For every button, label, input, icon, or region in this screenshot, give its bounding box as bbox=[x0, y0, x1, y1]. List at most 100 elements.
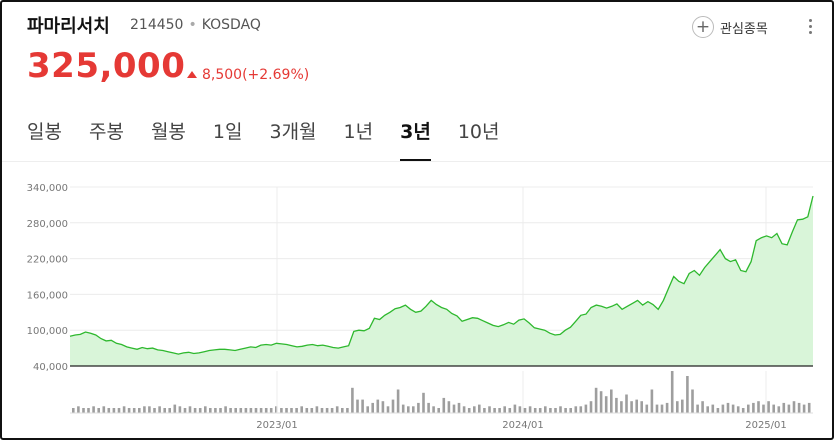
volume-bar bbox=[351, 387, 354, 413]
tab-1d[interactable]: 1일 bbox=[212, 121, 243, 143]
volume-bar bbox=[117, 408, 121, 413]
tab-1y[interactable]: 1년 bbox=[343, 121, 374, 143]
volume-bar bbox=[599, 391, 603, 413]
volume-bar bbox=[747, 404, 750, 413]
volume-bar bbox=[422, 392, 425, 413]
volume-bar bbox=[275, 406, 278, 413]
y-tick-label: 100,000 bbox=[27, 326, 68, 337]
volume-bar bbox=[305, 408, 309, 413]
volume-bar bbox=[168, 408, 171, 413]
volume-bar bbox=[604, 396, 608, 413]
volume-bar bbox=[214, 408, 217, 413]
volume-bar bbox=[721, 404, 725, 413]
volume-bar bbox=[503, 406, 506, 413]
volume-bar bbox=[412, 406, 415, 413]
volume-bar bbox=[300, 406, 303, 413]
volume-bar bbox=[254, 408, 258, 413]
more-options-icon[interactable] bbox=[805, 16, 815, 38]
volume-bar bbox=[645, 404, 649, 413]
volume-bar bbox=[77, 406, 80, 413]
volume-bar bbox=[229, 408, 232, 413]
volume-bar bbox=[483, 408, 486, 413]
tab-daily[interactable]: 일봉 bbox=[27, 121, 62, 143]
volume-bar bbox=[569, 408, 572, 413]
volume-bar bbox=[493, 408, 496, 413]
volume-bar bbox=[467, 408, 471, 413]
volume-bar bbox=[183, 408, 187, 413]
stock-code: 214450 bbox=[130, 17, 184, 33]
x-tick-label: 2025/01 bbox=[745, 420, 787, 431]
volume-bar bbox=[335, 406, 339, 413]
volume-bar bbox=[269, 408, 273, 413]
volume-bar bbox=[615, 397, 618, 413]
volume-bar bbox=[716, 408, 720, 413]
volume-bar bbox=[437, 408, 440, 413]
volume-bar bbox=[264, 408, 268, 413]
price-line bbox=[69, 195, 814, 355]
volume-bar bbox=[594, 387, 598, 413]
volume-bar bbox=[320, 408, 324, 413]
volume-bar bbox=[366, 406, 369, 413]
tab-3y[interactable]: 3년 bbox=[400, 117, 431, 161]
watchlist-label: 관심종목 bbox=[720, 21, 768, 37]
volume-bar bbox=[285, 408, 288, 413]
volume-bar bbox=[224, 406, 227, 413]
add-watchlist-button[interactable]: + 관심종목 bbox=[692, 14, 768, 40]
tab-10y[interactable]: 10년 bbox=[457, 121, 500, 143]
volume-bar bbox=[752, 402, 755, 413]
volume-bar bbox=[442, 397, 446, 413]
volume-bar bbox=[462, 406, 466, 413]
volume-bar bbox=[797, 402, 801, 413]
tab-3m[interactable]: 3개월 bbox=[269, 121, 317, 143]
volume-bar bbox=[711, 404, 715, 413]
volume-bar bbox=[153, 408, 156, 413]
volume-bar bbox=[417, 402, 420, 413]
volume-bar bbox=[523, 408, 527, 413]
volume-bar bbox=[330, 408, 334, 413]
volume-bar bbox=[371, 402, 374, 413]
volume-bar bbox=[193, 408, 197, 413]
volume-bar bbox=[401, 404, 405, 413]
volume-bar bbox=[148, 406, 151, 413]
volume-bar bbox=[127, 408, 131, 413]
tab-weekly[interactable]: 주봉 bbox=[88, 121, 124, 143]
volume-bar bbox=[635, 399, 638, 413]
volume-bar bbox=[676, 401, 679, 413]
volume-bar bbox=[239, 408, 243, 413]
y-tick-label: 40,000 bbox=[33, 362, 68, 373]
volume-bar bbox=[686, 376, 689, 413]
tab-monthly[interactable]: 월봉 bbox=[150, 121, 186, 143]
volume-bar bbox=[112, 408, 116, 413]
volume-bar bbox=[396, 389, 400, 413]
volume-bar bbox=[234, 408, 237, 413]
volume-bar bbox=[488, 406, 491, 413]
volume-bar bbox=[660, 404, 664, 413]
volume-bar bbox=[87, 408, 90, 413]
volume-bar bbox=[259, 408, 263, 413]
stock-name: 파마리서치 bbox=[27, 16, 110, 37]
volume-bar bbox=[731, 404, 735, 413]
stock-meta: 214450 • KOSDAQ bbox=[130, 17, 261, 33]
plus-icon: + bbox=[692, 16, 714, 38]
volume-bar bbox=[777, 406, 781, 413]
volume-bar bbox=[589, 401, 593, 413]
volume-bar bbox=[554, 408, 557, 413]
volume-bar bbox=[620, 401, 623, 413]
volume-bar bbox=[386, 406, 390, 413]
volume-bar bbox=[549, 408, 552, 413]
volume-bar bbox=[681, 399, 684, 413]
volume-bar bbox=[280, 408, 283, 413]
volume-bar bbox=[102, 406, 106, 413]
volume-bar bbox=[82, 408, 85, 413]
volume-bar bbox=[204, 406, 207, 413]
volume-bar bbox=[391, 399, 395, 413]
volume-bar bbox=[198, 408, 202, 413]
volume-bar bbox=[544, 406, 547, 413]
divider bbox=[2, 161, 832, 162]
volume-bar bbox=[356, 399, 359, 413]
x-tick-label: 2023/01 bbox=[256, 420, 298, 431]
volume-bar bbox=[726, 402, 730, 413]
volume-bar bbox=[670, 371, 674, 413]
